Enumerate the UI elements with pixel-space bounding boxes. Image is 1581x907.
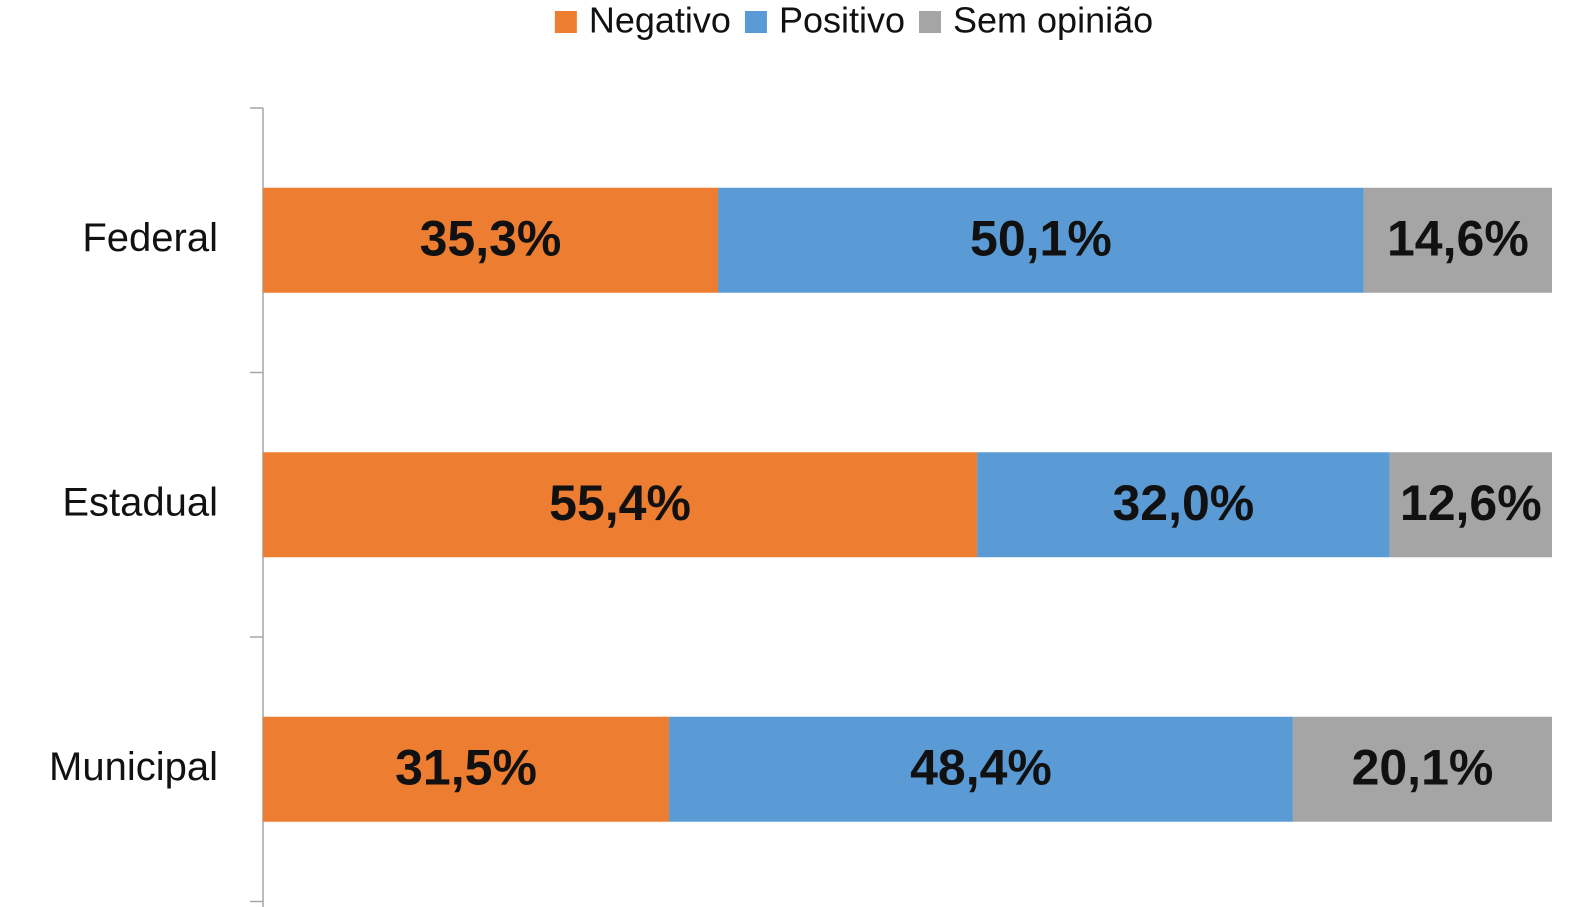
data-label: 32,0% [1112,475,1254,531]
bar-segment [263,187,719,293]
bar-segment [977,452,1390,558]
data-label: 14,6% [1387,210,1529,266]
legend-swatch [919,11,942,33]
category-label: Federal [82,216,218,260]
category-label: Municipal [49,745,218,789]
data-label: 50,1% [970,210,1112,266]
legend-label: Sem opinião [953,0,1153,41]
bar-segment [669,716,1293,822]
data-label: 35,3% [420,210,562,266]
bar-segment [1389,452,1552,558]
bar-segment [263,716,670,822]
legend: Negativo Positivo Sem opinião [554,0,1153,41]
bar-segment [1363,187,1552,293]
bar-segment [263,452,978,558]
data-label: 31,5% [395,739,537,795]
legend-label: Positivo [779,0,905,41]
data-label: 12,6% [1400,475,1542,531]
data-label: 48,4% [910,739,1052,795]
data-label: 55,4% [549,475,691,531]
legend-label: Negativo [589,0,731,41]
category-label: Estadual [62,480,218,524]
data-label: 20,1% [1352,739,1494,795]
legend-swatch [744,11,767,33]
legend-swatch [554,11,577,33]
bar-segment [718,187,1364,293]
bar-segment [1292,716,1552,822]
